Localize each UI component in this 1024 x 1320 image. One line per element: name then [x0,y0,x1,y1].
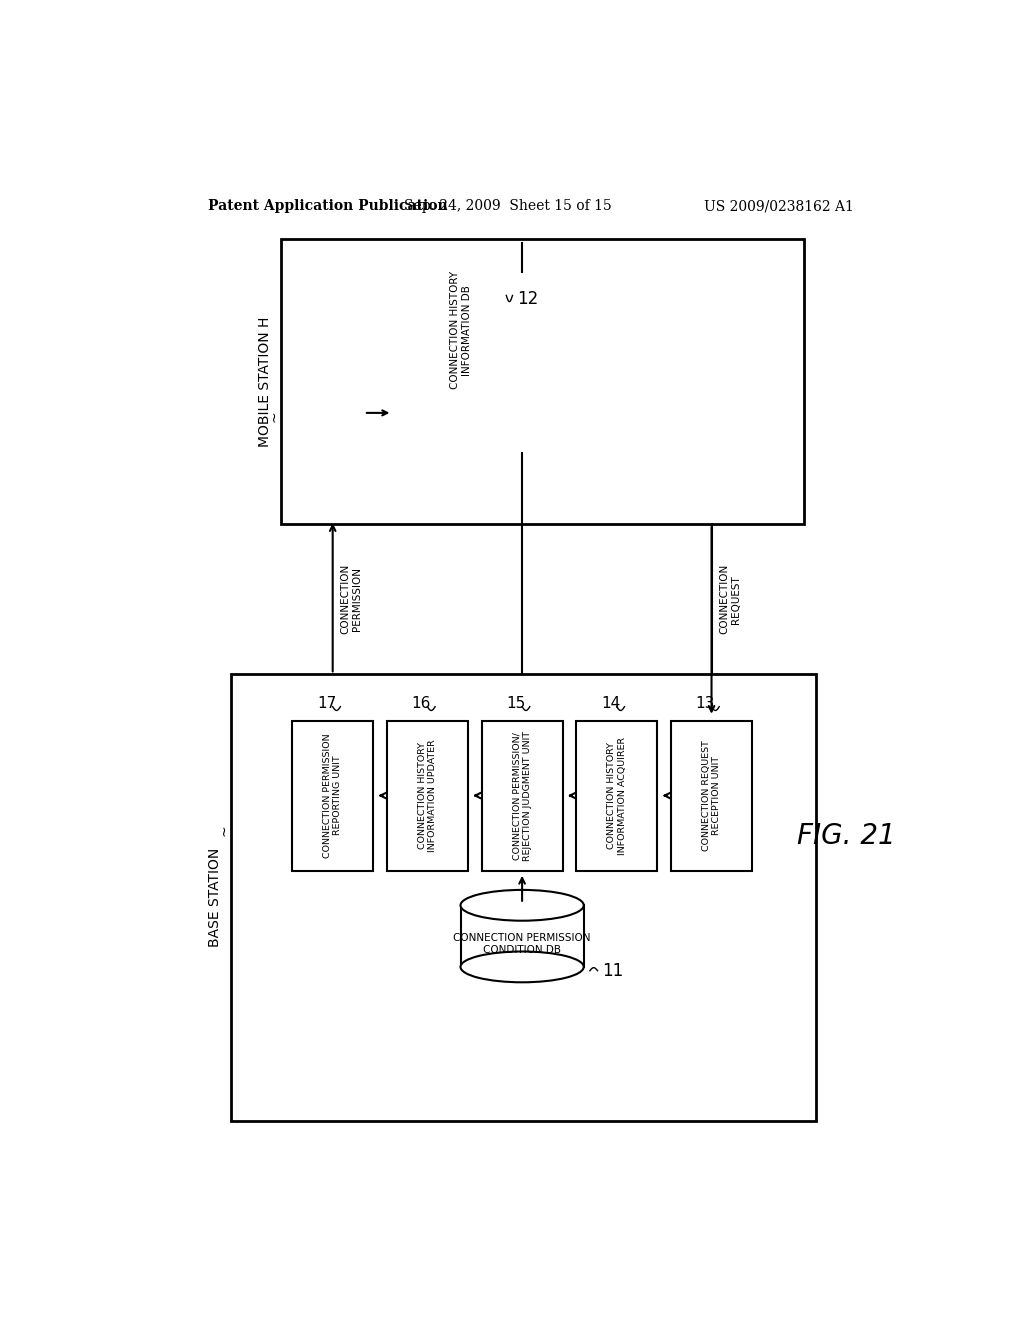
Text: CONNECTION HISTORY
INFORMATION ACQUIRER: CONNECTION HISTORY INFORMATION ACQUIRER [607,737,627,854]
Bar [281,239,804,524]
Bar [422,289,500,371]
Text: 11: 11 [602,962,624,979]
Text: Sep. 24, 2009  Sheet 15 of 15: Sep. 24, 2009 Sheet 15 of 15 [404,199,611,213]
Text: BASE STATION: BASE STATION [208,847,222,948]
Text: CONNECTION HISTORY
INFORMATION UPDATER: CONNECTION HISTORY INFORMATION UPDATER [418,739,437,851]
Text: CONNECTION PERMISSION
CONDITION DB: CONNECTION PERMISSION CONDITION DB [454,933,591,954]
Bar [577,721,657,871]
Ellipse shape [461,890,584,921]
Bar [230,675,816,1121]
Text: CONNECTION PERMISSION
REPORTING UNIT: CONNECTION PERMISSION REPORTING UNIT [323,734,342,858]
Bar [391,372,531,453]
Bar [461,906,584,966]
Text: CONNECTION
REQUEST: CONNECTION REQUEST [719,564,740,635]
Bar [387,721,468,871]
Bar [292,721,373,871]
Ellipse shape [422,272,500,306]
Text: Patent Application Publication: Patent Application Publication [208,199,447,213]
Text: 15: 15 [506,696,525,711]
Text: CONNECTION PERMISSION/
REJECTION JUDGMENT UNIT: CONNECTION PERMISSION/ REJECTION JUDGMEN… [512,730,531,861]
Ellipse shape [422,354,500,388]
Text: CONNECTION REQUEST
RECEPTION UNIT: CONNECTION REQUEST RECEPTION UNIT [701,741,721,851]
Bar [481,721,562,871]
Text: 12: 12 [517,289,539,308]
Text: 13: 13 [695,696,715,711]
Text: 16: 16 [412,696,431,711]
Text: US 2009/0238162 A1: US 2009/0238162 A1 [705,199,854,213]
Ellipse shape [461,952,584,982]
Text: MOBILE STATION H: MOBILE STATION H [258,317,272,447]
Text: 14: 14 [601,696,621,711]
Text: 17: 17 [316,696,336,711]
Text: CONNECTION
PERMISSION: CONNECTION PERMISSION [340,564,362,635]
Text: ~: ~ [267,411,282,421]
Text: ~: ~ [217,825,231,837]
Text: FIG. 21: FIG. 21 [798,822,896,850]
Text: CONNECTION HISTORY
INFORMATION DB: CONNECTION HISTORY INFORMATION DB [451,271,472,389]
Bar [671,721,752,871]
